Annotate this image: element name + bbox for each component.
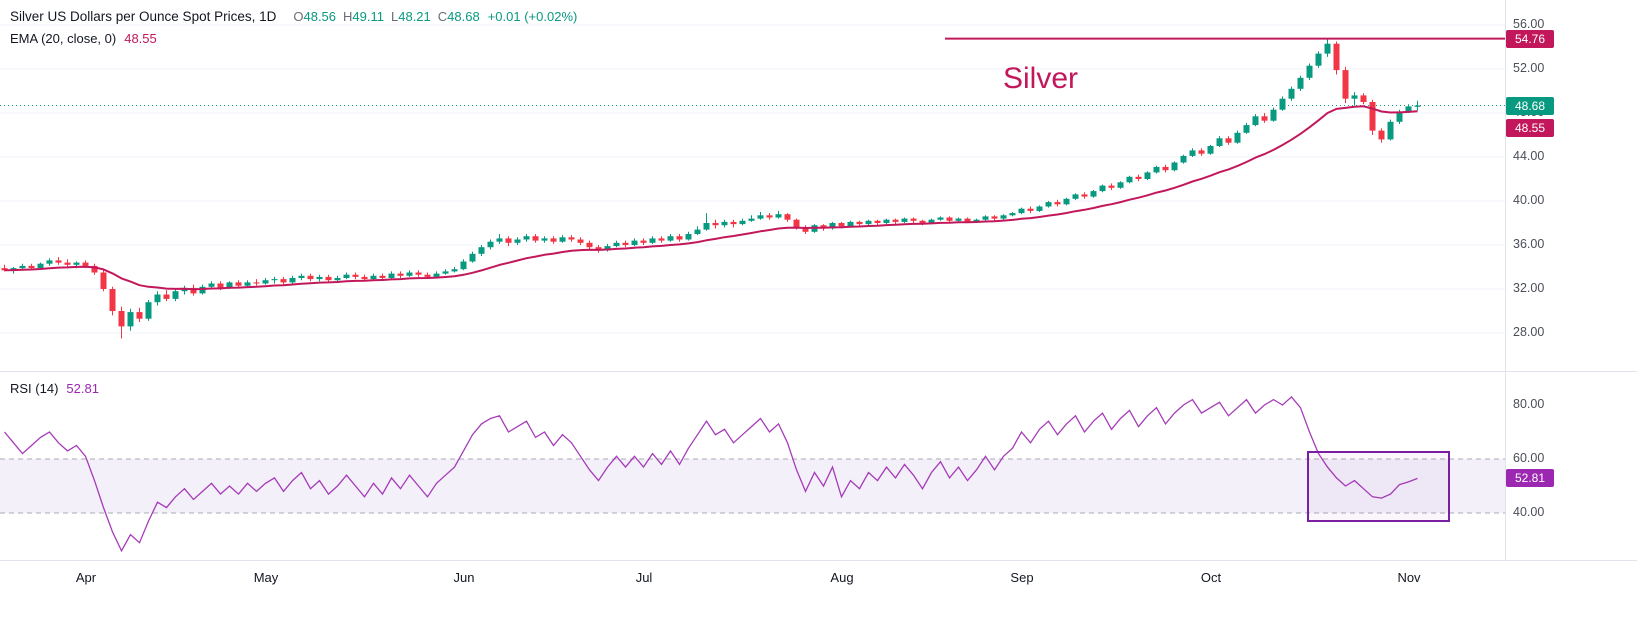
rsi-line [4, 395, 1418, 553]
time-axis[interactable]: Apr May Jun Jul Aug Sep Oct Nov [0, 561, 1637, 621]
ema-line [4, 105, 1418, 291]
rsi-legend-value: 52.81 [66, 381, 99, 396]
rsi-legend-label[interactable]: RSI (14) [10, 381, 59, 396]
high-label: H [343, 8, 353, 24]
low-label: L [391, 8, 399, 24]
rsi-tick-label: 80.00 [1513, 397, 1545, 411]
time-tick-label: Oct [1200, 570, 1222, 585]
ema-value-badge: 48.55 [1506, 119, 1554, 137]
price-tick-label: 52.00 [1513, 61, 1545, 75]
price-tick-label: 40.00 [1513, 193, 1545, 207]
open-label: O [293, 8, 304, 24]
close-value: 48.68 [447, 8, 480, 24]
rsi-tick-label: 40.00 [1513, 505, 1545, 519]
price-tick-label: 56.00 [1513, 17, 1545, 31]
candles-layer [1, 38, 1421, 339]
symbol-legend[interactable]: Silver US Dollars per Ounce Spot Prices,… [10, 5, 577, 49]
rsi-legend[interactable]: RSI (14) 52.81 [10, 381, 99, 396]
current-price-badge: 48.68 [1506, 97, 1554, 115]
ema-legend-value: 48.55 [124, 30, 157, 46]
time-tick-label: Sep [1010, 570, 1034, 585]
symbol-title[interactable]: Silver US Dollars per Ounce Spot Prices,… [10, 8, 277, 24]
price-tick-label: 44.00 [1513, 149, 1545, 163]
close-label: C [437, 8, 448, 24]
time-tick-label: May [253, 570, 279, 585]
open-value: 48.56 [303, 8, 337, 24]
time-tick-label: Jun [453, 570, 475, 585]
rsi-band [0, 459, 1505, 513]
low-value: 48.21 [398, 8, 431, 24]
time-tick-label: Jul [635, 570, 653, 585]
rsi-tick-label: 60.00 [1513, 451, 1545, 465]
price-tick-label: 36.00 [1513, 237, 1545, 251]
time-tick-label: Aug [830, 570, 854, 585]
price-tick-label: 28.00 [1513, 325, 1545, 339]
high-value: 49.11 [352, 8, 384, 24]
silver-text-annotation[interactable]: Silver [1003, 62, 1079, 95]
price-gridlines [0, 24, 1505, 334]
price-tick-label: 32.00 [1513, 281, 1545, 295]
time-tick-label: Nov [1397, 570, 1421, 585]
ohlc-values: O48.56 H49.11 L48.21 C48.68 +0.01 (+0.02%) [286, 9, 577, 24]
high-price-badge: 54.76 [1506, 30, 1554, 48]
time-tick-label: Apr [75, 570, 97, 585]
rsi-highlight-rectangle[interactable] [1307, 451, 1450, 522]
rsi-value-badge: 52.81 [1506, 469, 1554, 487]
ema-legend-label[interactable]: EMA (20, close, 0) [10, 30, 117, 46]
change-value: +0.01 (+0.02%) [487, 8, 578, 24]
